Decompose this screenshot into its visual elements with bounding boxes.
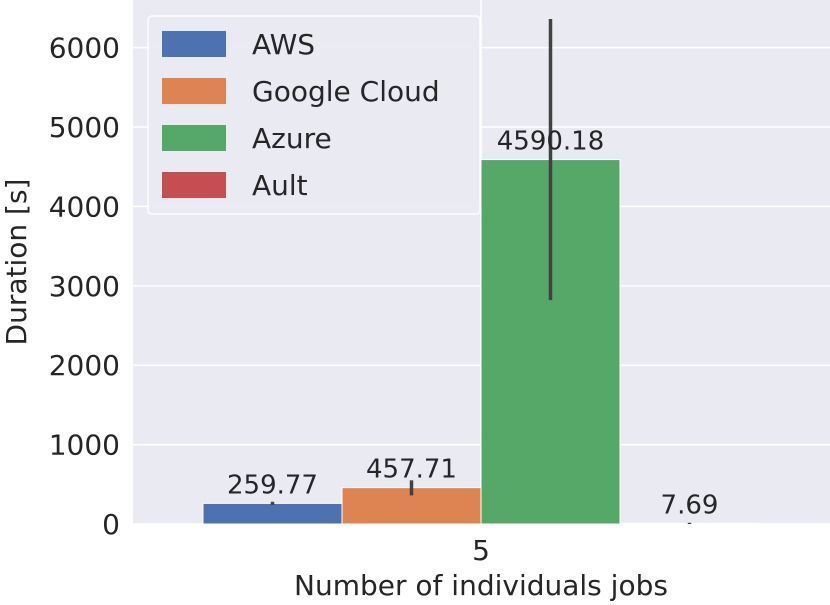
legend-label: Ault — [252, 169, 308, 202]
data-labels: 259.77 457.71 4590.18 7.69 — [227, 127, 718, 521]
y-tick-label: 4000 — [49, 190, 120, 223]
legend-label: Azure — [252, 122, 332, 155]
y-tick-label: 0 — [102, 508, 120, 541]
y-tick-label: 6000 — [49, 32, 120, 65]
x-tick-label: 5 — [472, 534, 490, 567]
bar-aws — [202, 502, 343, 525]
data-label: 259.77 — [227, 470, 318, 500]
legend-box — [147, 15, 481, 215]
y-axis-label: Duration [s] — [0, 179, 33, 346]
y-axis-ticks: 0 1000 2000 3000 4000 5000 6000 — [49, 32, 120, 541]
y-tick-label: 3000 — [49, 270, 120, 303]
legend: AWS Google Cloud Azure Ault — [147, 15, 481, 215]
y-tick-label: 2000 — [49, 349, 120, 382]
y-tick-label: 1000 — [49, 429, 120, 462]
legend-swatch — [162, 172, 226, 198]
error-bars — [270, 19, 692, 524]
data-label: 7.69 — [661, 490, 719, 520]
data-label: 457.71 — [366, 455, 457, 485]
legend-label: Google Cloud — [252, 75, 440, 108]
data-label: 4590.18 — [497, 127, 605, 157]
legend-swatch — [162, 78, 226, 104]
y-tick-label: 5000 — [49, 111, 120, 144]
x-axis-label: Number of individuals jobs — [294, 569, 668, 602]
legend-swatch — [162, 125, 226, 151]
legend-label: AWS — [252, 28, 315, 61]
legend-swatch — [162, 31, 226, 57]
x-axis-ticks: 5 — [472, 534, 490, 567]
